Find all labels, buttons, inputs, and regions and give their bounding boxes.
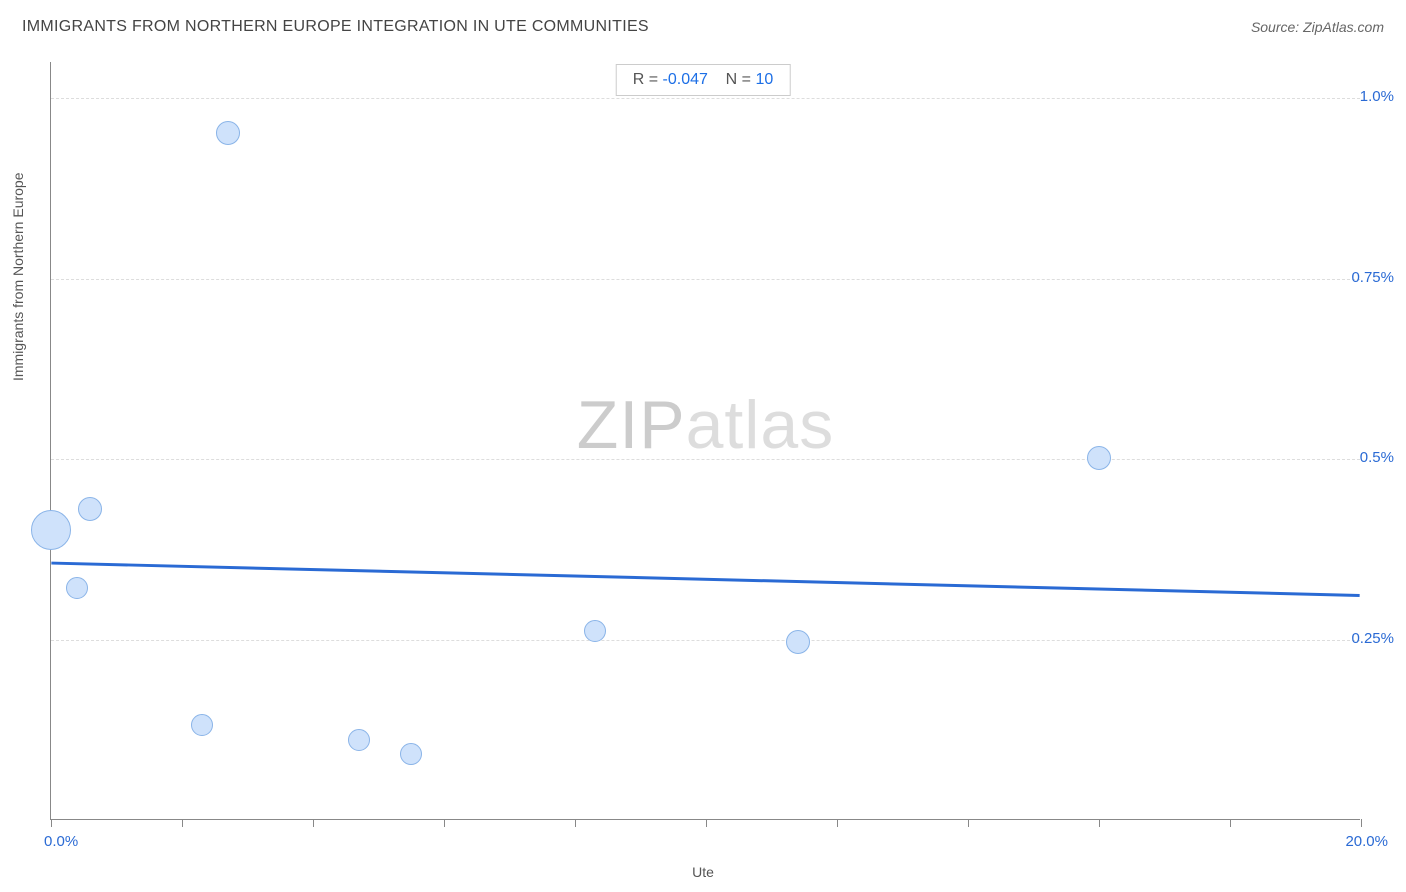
x-max-label: 20.0%	[1345, 833, 1388, 850]
watermark-atlas: atlas	[686, 387, 835, 463]
data-point	[216, 121, 240, 145]
x-axis-label: Ute	[692, 864, 714, 880]
gridline	[51, 640, 1360, 641]
x-tick	[968, 819, 969, 827]
y-tick-label: 0.75%	[1351, 269, 1394, 286]
y-axis-label: Immigrants from Northern Europe	[10, 172, 26, 381]
n-label: N =	[726, 71, 751, 88]
x-tick	[51, 819, 52, 827]
y-tick-label: 0.5%	[1360, 449, 1394, 466]
x-tick	[1099, 819, 1100, 827]
data-point	[31, 510, 71, 550]
data-point	[66, 577, 88, 599]
gridline	[51, 98, 1360, 99]
data-point	[400, 743, 422, 765]
trend-line	[51, 62, 1360, 819]
scatter-plot-area: ZIPatlas	[50, 62, 1360, 820]
chart-title: IMMIGRANTS FROM NORTHERN EUROPE INTEGRAT…	[22, 18, 649, 36]
x-min-label: 0.0%	[44, 833, 78, 850]
data-point	[78, 497, 102, 521]
gridline	[51, 459, 1360, 460]
r-label: R =	[633, 71, 658, 88]
stats-box: R = -0.047 N = 10	[616, 64, 791, 96]
y-tick-label: 0.25%	[1351, 630, 1394, 647]
n-value: 10	[755, 71, 773, 88]
x-tick	[837, 819, 838, 827]
data-point	[191, 714, 213, 736]
data-point	[584, 620, 606, 642]
data-point	[786, 630, 810, 654]
x-tick	[1230, 819, 1231, 827]
y-tick-label: 1.0%	[1360, 88, 1394, 105]
x-tick	[444, 819, 445, 827]
x-tick	[1361, 819, 1362, 827]
x-tick	[182, 819, 183, 827]
source-label: Source: ZipAtlas.com	[1251, 19, 1384, 35]
x-tick	[706, 819, 707, 827]
watermark: ZIPatlas	[577, 386, 834, 464]
data-point	[348, 729, 370, 751]
x-tick	[575, 819, 576, 827]
x-tick	[313, 819, 314, 827]
watermark-zip: ZIP	[577, 387, 686, 463]
r-value: -0.047	[663, 71, 708, 88]
chart-header: IMMIGRANTS FROM NORTHERN EUROPE INTEGRAT…	[22, 18, 1384, 36]
gridline	[51, 279, 1360, 280]
data-point	[1087, 446, 1111, 470]
